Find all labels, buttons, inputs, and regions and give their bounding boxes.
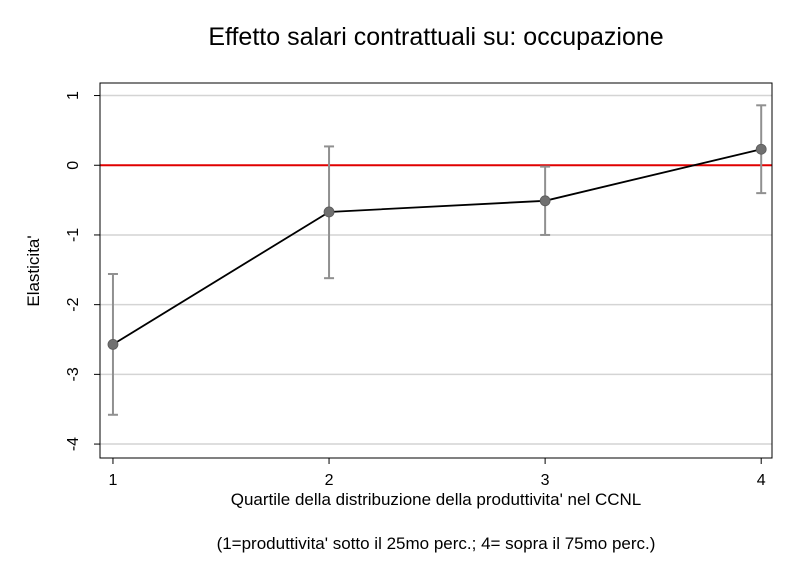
data-point (539, 195, 551, 207)
x-tick-label: 2 (325, 472, 334, 489)
data-point (107, 338, 119, 350)
y-tick-label: 1 (65, 91, 82, 100)
x-tick-label: 1 (109, 472, 118, 489)
y-tick-label: -1 (65, 228, 82, 242)
y-tick-label: 0 (65, 161, 82, 170)
y-tick-label: -3 (65, 367, 82, 381)
chart-title: Effetto salari contrattuali su: occupazi… (208, 23, 663, 51)
series-line (112, 148, 762, 346)
x-tick-label: 3 (541, 472, 550, 489)
error-bars (107, 104, 767, 416)
y-tick-label: -2 (65, 297, 82, 311)
series-group (107, 143, 767, 350)
grid (100, 94, 772, 445)
chart-note: (1=produttivita' sotto il 25mo perc.; 4=… (217, 534, 656, 553)
data-point (755, 143, 767, 155)
x-axis-title: Quartile della distribuzione della produ… (231, 490, 642, 509)
plot-frame (99, 82, 773, 459)
x-axis: 1 2 3 4 (109, 458, 766, 489)
y-tick-label: -4 (65, 437, 82, 451)
y-axis-title: Elasticita' (24, 235, 43, 306)
y-axis: 1 0 -1 -2 -3 -4 (65, 91, 100, 451)
x-tick-label: 4 (757, 472, 766, 489)
data-point (323, 206, 335, 218)
